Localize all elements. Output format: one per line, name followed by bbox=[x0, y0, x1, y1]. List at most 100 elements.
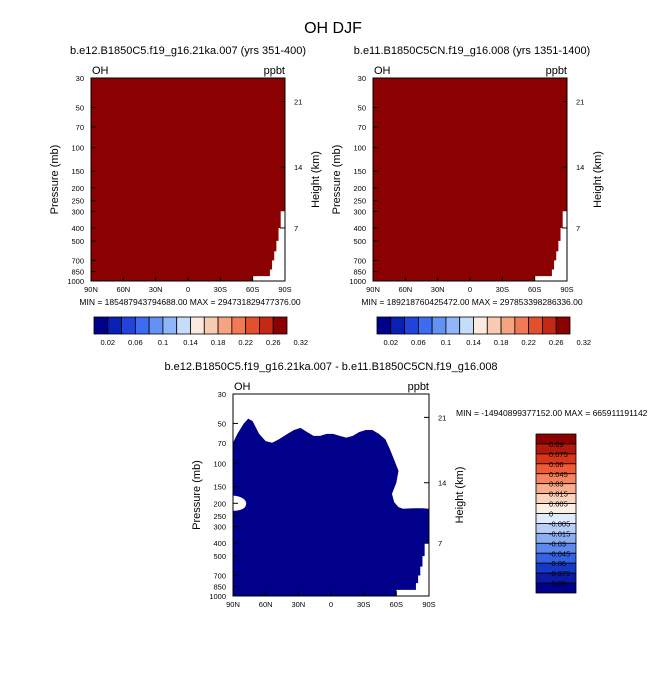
colorbar-label: 0.02 bbox=[100, 338, 115, 347]
colorbar-label: 0.26 bbox=[549, 338, 564, 347]
units-label: ppbt bbox=[264, 65, 285, 77]
variable-label: OH bbox=[92, 65, 109, 77]
colorbar-box bbox=[500, 316, 516, 335]
x-tick-label: 90N bbox=[84, 285, 98, 294]
x-tick-label: 60S bbox=[246, 285, 259, 294]
colorbar-box bbox=[376, 316, 392, 335]
y-tick-label: 700 bbox=[71, 256, 84, 265]
y-tick-label: 700 bbox=[353, 256, 366, 265]
colorbar-label: 0.22 bbox=[238, 338, 253, 347]
y-tick-label: 850 bbox=[353, 268, 366, 277]
colorbar-box bbox=[272, 316, 288, 335]
x-tick-label: 0 bbox=[329, 600, 333, 609]
colorbar-box bbox=[417, 316, 433, 335]
y-axis-title: Pressure (mb) bbox=[331, 145, 343, 215]
colorbar-box bbox=[542, 316, 557, 335]
colorbar-label: 0.18 bbox=[211, 338, 226, 347]
colorbar-label: 0 bbox=[549, 510, 553, 519]
colorbar-label: -0.09 bbox=[549, 579, 566, 588]
colorbar-label: 0.32 bbox=[576, 338, 591, 347]
colorbar-box bbox=[473, 316, 488, 335]
min-max-text: MIN = -14940899377152.00 MAX = 665911191… bbox=[456, 408, 648, 418]
y-tick-label: 1000 bbox=[209, 592, 226, 601]
y-tick-label: 400 bbox=[353, 224, 366, 233]
x-tick-label: 60N bbox=[259, 600, 273, 609]
y-right-tick-label: 7 bbox=[576, 224, 580, 233]
y-axis-title: Pressure (mb) bbox=[49, 145, 61, 215]
y-tick-label: 30 bbox=[218, 390, 226, 399]
colorbar-box bbox=[404, 316, 419, 335]
missing-data-region bbox=[396, 543, 429, 596]
y-tick-label: 700 bbox=[213, 571, 226, 580]
figure-title: OH DJF bbox=[304, 20, 362, 37]
y-axis-right-title: Height (km) bbox=[454, 467, 466, 524]
x-tick-label: 30S bbox=[357, 600, 370, 609]
colorbar: 0.090.0750.060.0450.030.0150.0050-0.005-… bbox=[535, 433, 577, 594]
y-tick-label: 70 bbox=[218, 439, 226, 448]
colorbar-box bbox=[217, 316, 233, 335]
colorbar-label: 0.005 bbox=[549, 500, 568, 509]
colorbar-label: 0.09 bbox=[549, 440, 564, 449]
y-tick-label: 300 bbox=[213, 523, 226, 532]
y-tick-label: 250 bbox=[213, 512, 226, 521]
y-tick-label: 850 bbox=[71, 268, 84, 277]
colorbar-box bbox=[486, 316, 502, 335]
field-fill bbox=[373, 78, 567, 281]
colorbar-label: -0.015 bbox=[549, 529, 570, 538]
y-tick-label: 400 bbox=[213, 539, 226, 548]
colorbar-label: 0.02 bbox=[383, 338, 398, 347]
colorbar-box bbox=[390, 316, 405, 335]
colorbar-box bbox=[431, 316, 447, 335]
y-tick-label: 200 bbox=[353, 184, 366, 193]
x-tick-label: 90S bbox=[422, 600, 435, 609]
colorbar-label: 0.1 bbox=[441, 338, 451, 347]
colorbar-label: 0.14 bbox=[183, 338, 198, 347]
y-tick-label: 250 bbox=[71, 197, 84, 206]
y-tick-label: 850 bbox=[213, 583, 226, 592]
colorbar-box bbox=[514, 316, 530, 335]
colorbar-label: -0.03 bbox=[549, 539, 566, 548]
y-tick-label: 150 bbox=[71, 167, 84, 176]
min-max-text: MIN = 185487943794688.00 MAX = 294731829… bbox=[79, 297, 300, 307]
colorbar-label: 0.06 bbox=[128, 338, 143, 347]
colorbar-label: -0.06 bbox=[549, 559, 566, 568]
x-tick-label: 60S bbox=[528, 285, 541, 294]
colorbar-box bbox=[162, 316, 178, 335]
y-tick-label: 50 bbox=[358, 104, 366, 113]
y-right-tick-label: 21 bbox=[438, 413, 446, 422]
x-tick-label: 0 bbox=[186, 285, 190, 294]
y-tick-label: 250 bbox=[353, 197, 366, 206]
y-tick-label: 100 bbox=[71, 144, 84, 153]
x-tick-label: 30N bbox=[291, 600, 305, 609]
y-tick-label: 30 bbox=[358, 74, 366, 83]
colorbar-box bbox=[121, 316, 136, 335]
y-tick-label: 200 bbox=[71, 184, 84, 193]
colorbar-label: 0.18 bbox=[494, 338, 509, 347]
colorbar-label: -0.005 bbox=[549, 519, 570, 528]
y-right-tick-label: 14 bbox=[294, 163, 302, 172]
variable-label: OH bbox=[234, 381, 251, 393]
colorbar-box bbox=[190, 316, 205, 335]
colorbar-box bbox=[459, 316, 474, 335]
y-tick-label: 100 bbox=[353, 144, 366, 153]
y-tick-label: 50 bbox=[218, 419, 226, 428]
field-fill bbox=[91, 78, 285, 281]
chart-panel-2: b.e11.B1850C5CN.f19_g16.008 (yrs 1351-14… bbox=[331, 45, 604, 347]
missing-data-region bbox=[233, 495, 247, 511]
x-tick-label: 30N bbox=[149, 285, 163, 294]
y-tick-label: 1000 bbox=[67, 277, 84, 286]
panel-title: b.e12.B1850C5.f19_g16.21ka.007 - b.e11.B… bbox=[164, 361, 497, 373]
panel-title: b.e11.B1850C5CN.f19_g16.008 (yrs 1351-14… bbox=[354, 45, 590, 57]
x-tick-label: 0 bbox=[468, 285, 472, 294]
variable-label: OH bbox=[374, 65, 391, 77]
y-tick-label: 30 bbox=[76, 74, 84, 83]
colorbar-label: 0.075 bbox=[549, 450, 568, 459]
field-fill bbox=[233, 418, 429, 596]
colorbar-box bbox=[535, 582, 577, 594]
y-right-tick-label: 14 bbox=[576, 163, 584, 172]
chart-panel-1: b.e12.B1850C5.f19_g16.21ka.007 (yrs 351-… bbox=[49, 45, 322, 347]
y-tick-label: 50 bbox=[76, 104, 84, 113]
colorbar-box bbox=[445, 316, 461, 335]
colorbar: 0.02 0.06 0.1 0.14 0.18 0.22 0.26 0.32 bbox=[376, 316, 591, 347]
